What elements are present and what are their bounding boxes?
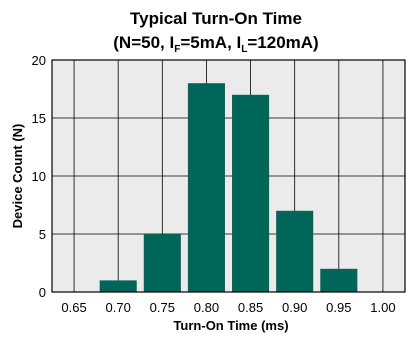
title-sub-l: L	[241, 44, 247, 55]
y-tick-label: 10	[32, 169, 46, 184]
x-tick-label: 0.90	[282, 300, 307, 315]
title-suffix: =120mA)	[247, 33, 318, 52]
bar	[232, 94, 270, 292]
chart-title-line2: (N=50, IF=5mA, IL=120mA)	[113, 33, 318, 55]
bar	[143, 234, 181, 292]
bars	[99, 83, 358, 292]
x-tick-label: 0.70	[106, 300, 131, 315]
bar	[276, 210, 314, 292]
title-sub-f: F	[174, 44, 180, 55]
x-tick-label: 0.95	[326, 300, 351, 315]
x-tick-label: 1.00	[370, 300, 395, 315]
y-axis-label: Device Count (N)	[10, 124, 25, 229]
chart-title-line1: Typical Turn-On Time	[130, 9, 302, 28]
title-prefix: (N=50, I	[113, 33, 174, 52]
y-tick-labels: 0 5 10 15 20	[32, 53, 46, 300]
y-tick-label: 20	[32, 53, 46, 68]
y-tick-label: 15	[32, 111, 46, 126]
title-mid: =5mA, I	[180, 33, 241, 52]
y-tick-label: 5	[39, 227, 46, 242]
x-tick-labels: 0.65 0.70 0.75 0.80 0.85 0.90 0.95 1.00	[61, 300, 395, 315]
bar	[320, 268, 358, 292]
x-tick-label: 0.80	[194, 300, 219, 315]
bar	[99, 280, 137, 292]
y-tick-label: 0	[39, 285, 46, 300]
x-tick-label: 0.65	[61, 300, 86, 315]
x-tick-label: 0.85	[238, 300, 263, 315]
x-tick-label: 0.75	[150, 300, 175, 315]
bar	[187, 83, 225, 292]
plot-frame	[51, 59, 406, 293]
x-axis-label: Turn-On Time (ms)	[173, 318, 288, 333]
